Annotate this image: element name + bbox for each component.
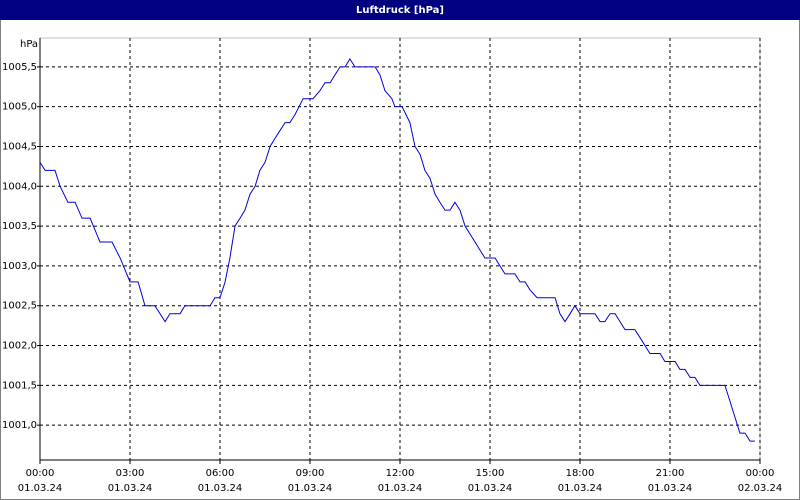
x-tick-label: 18:00 bbox=[566, 468, 595, 479]
data-line bbox=[39, 57, 755, 442]
x-tick-label: 00:00 bbox=[26, 468, 55, 479]
y-axis-label: hPa bbox=[20, 39, 38, 50]
x-tick-label: 15:00 bbox=[476, 468, 505, 479]
x-tick-date: 01.03.24 bbox=[378, 483, 423, 494]
y-tick-label: 1001,5 bbox=[2, 380, 37, 391]
x-tick-label: 03:00 bbox=[116, 468, 145, 479]
x-tick-label: 06:00 bbox=[206, 468, 235, 479]
y-tick-label: 1003,5 bbox=[2, 221, 37, 232]
x-tick-date: 01.03.24 bbox=[468, 483, 513, 494]
y-tick-label: 1002,5 bbox=[2, 301, 37, 312]
y-tick-label: 1004,0 bbox=[2, 181, 37, 192]
x-tick-date: 02.03.24 bbox=[738, 483, 783, 494]
chart-title: Luftdruck [hPa] bbox=[356, 5, 444, 16]
y-tick-label: 1005,5 bbox=[2, 62, 37, 73]
x-tick-date: 01.03.24 bbox=[648, 483, 693, 494]
x-tick-label: 00:00 bbox=[746, 468, 775, 479]
y-tick-label: 1003,0 bbox=[2, 261, 37, 272]
x-tick-label: 21:00 bbox=[656, 468, 685, 479]
x-tick-date: 01.03.24 bbox=[18, 483, 63, 494]
x-tick-date: 01.03.24 bbox=[288, 483, 333, 494]
y-tick-label: 1001,0 bbox=[2, 420, 37, 431]
x-tick-date: 01.03.24 bbox=[108, 483, 153, 494]
y-tick-label: 1002,0 bbox=[2, 341, 37, 352]
x-tick-label: 12:00 bbox=[386, 468, 415, 479]
y-tick-label: 1005,0 bbox=[2, 102, 37, 113]
x-tick-date: 01.03.24 bbox=[198, 483, 243, 494]
x-tick-label: 09:00 bbox=[296, 468, 325, 479]
title-bar bbox=[0, 0, 800, 20]
y-tick-label: 1004,5 bbox=[2, 141, 37, 152]
x-tick-date: 01.03.24 bbox=[558, 483, 603, 494]
